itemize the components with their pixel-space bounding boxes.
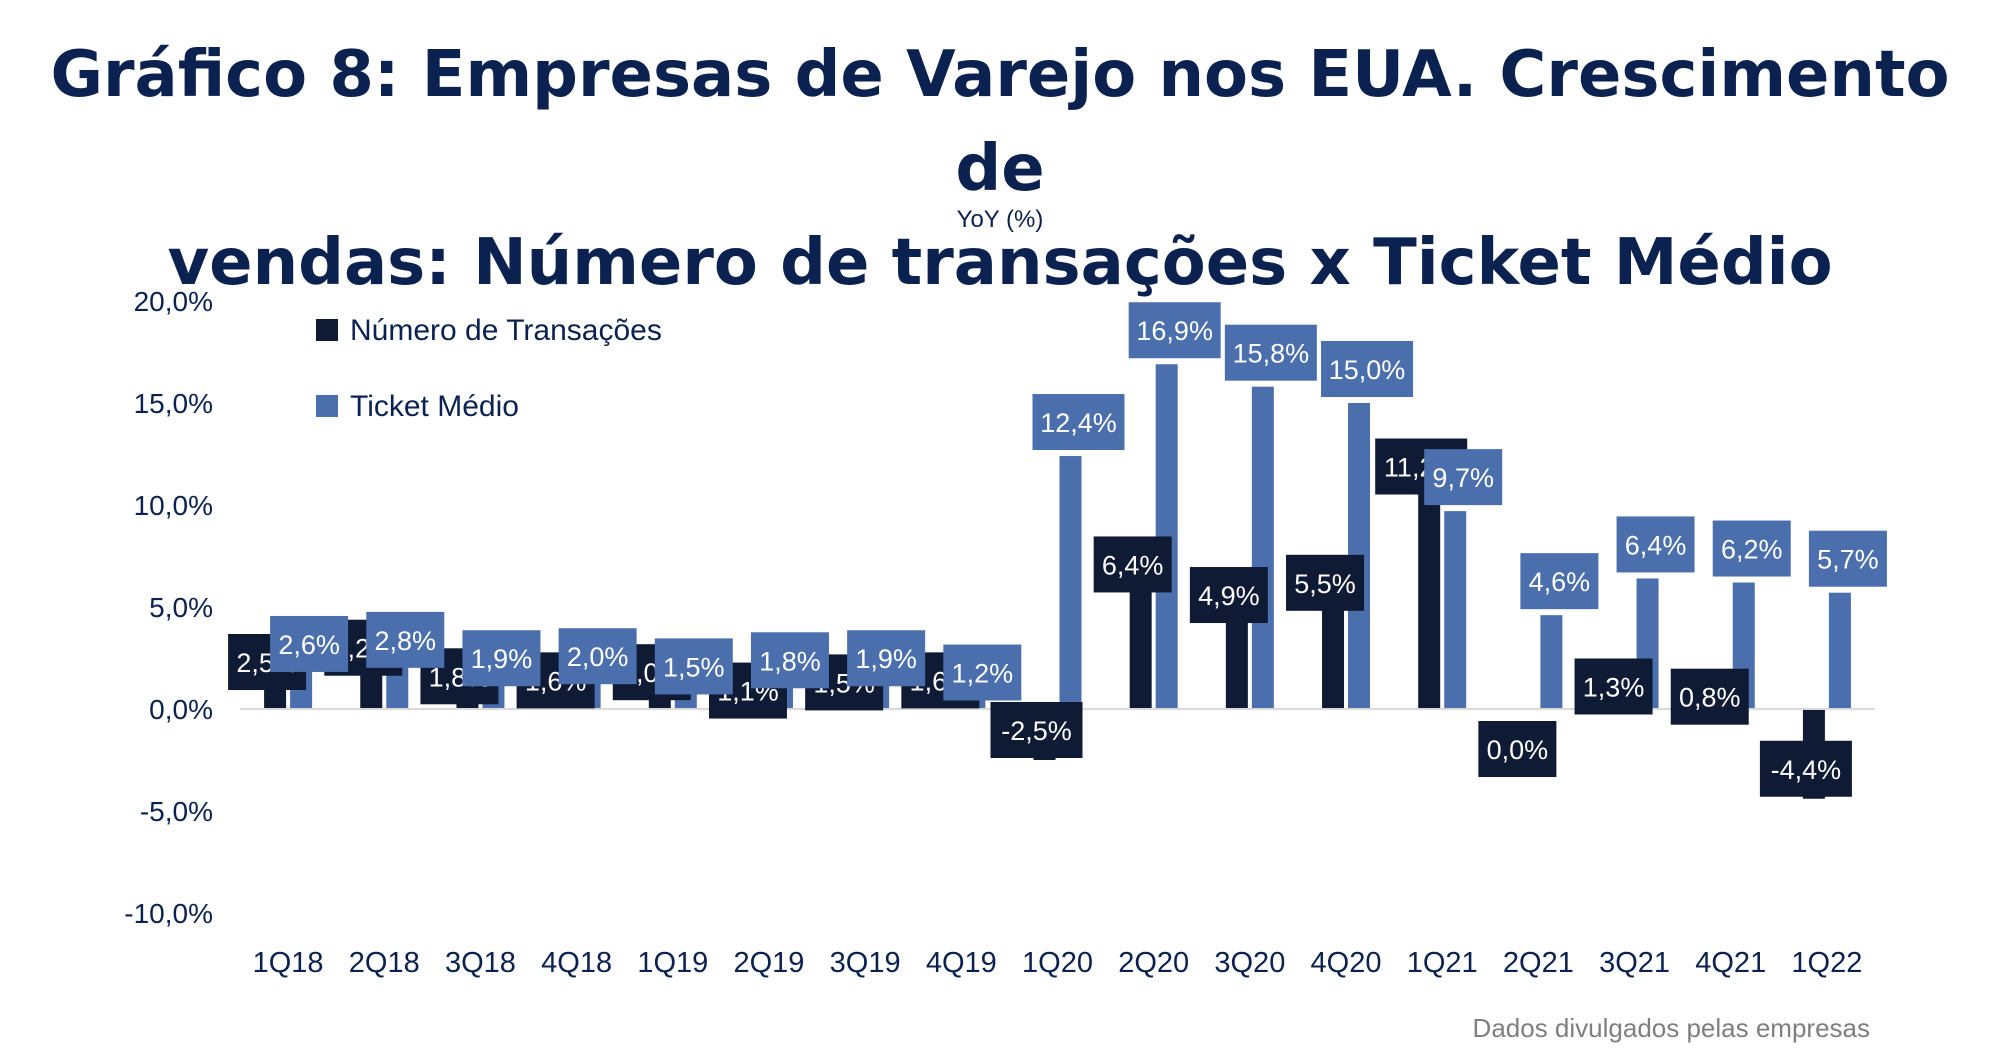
data-label: 5,5% [1294,569,1356,599]
data-label-box [990,702,1083,758]
x-tick-label: 2Q20 [1118,947,1189,979]
x-tick-label: 1Q22 [1791,947,1862,979]
data-label: 6,4% [1625,530,1687,560]
data-label: 9,7% [1432,463,1494,493]
data-label: 4,6% [1529,567,1591,597]
chart-title: Gráfico 8: Empresas de Varejo nos EUA. C… [0,28,2000,310]
data-label-box [558,628,637,685]
data-label: -2,5% [1001,716,1072,746]
x-tick-label: 3Q18 [445,947,516,979]
data-label: 2,0% [567,642,629,672]
x-tick-label: 1Q21 [1407,947,1478,979]
y-tick-label: 0,0% [149,694,213,725]
data-label: 6,2% [1721,535,1783,565]
data-label-box [1574,658,1653,715]
bar-ticket [1828,592,1851,709]
x-tick-label: 4Q19 [926,947,997,979]
data-label: 15,8% [1233,339,1310,369]
data-label-box [1128,302,1221,359]
x-tick-label: 3Q20 [1214,947,1285,979]
data-label-box [1321,341,1414,397]
x-tick-label: 3Q21 [1599,947,1670,979]
data-label-box [1712,520,1791,577]
data-label: 5,7% [1817,545,1879,575]
x-tick-label: 4Q21 [1695,947,1766,979]
bar-transacoes [1418,480,1441,709]
bar-transacoes [1129,578,1152,709]
data-label: 2,8% [374,626,436,656]
x-tick-label: 1Q18 [253,947,324,979]
data-label-box [1189,567,1268,624]
y-tick-label: 5,0% [149,592,213,623]
data-label: 2,6% [278,630,340,660]
x-tick-label: 1Q20 [1022,947,1093,979]
legend-label: Número de Transações [350,314,662,347]
chart-title-line-2: vendas: Número de transações x Ticket Mé… [167,226,1833,300]
y-tick-label: 10,0% [134,490,213,521]
y-tick-label: -10,0% [124,898,213,929]
legend: Número de Transações Ticket Médio [316,314,662,423]
data-label-box [1670,668,1749,725]
chart-subtitle: YoY (%) [956,206,1044,233]
x-tick-label: 3Q19 [830,947,901,979]
data-label-box [462,630,541,687]
x-axis: 1Q18 2Q18 3Q18 4Q18 1Q19 2Q19 3Q19 4Q19 1Q20 2Q20… [253,947,1863,979]
data-label-box [654,638,733,695]
data-label: 0,8% [1679,683,1741,713]
x-tick-label: 4Q18 [541,947,612,979]
data-label: 0,0% [1487,735,1549,765]
bar-ticket [1059,456,1082,709]
chart-title-line-1: Gráfico 8: Empresas de Varejo nos EUA. C… [50,38,1950,206]
x-tick-label: 2Q18 [349,947,420,979]
bar-transacoes [1322,596,1345,709]
data-label: 12,4% [1040,408,1117,438]
data-label-box [1224,324,1317,381]
data-label-box [1032,394,1125,451]
data-label-box [1808,530,1887,587]
data-label-box [1286,554,1365,611]
y-tick-label: -5,0% [140,796,213,827]
x-tick-label: 2Q21 [1503,947,1574,979]
x-tick-label: 1Q19 [637,947,708,979]
data-label-box [1424,449,1503,506]
y-tick-label: 15,0% [134,388,213,419]
data-label: 1,2% [952,659,1014,689]
x-tick-label: 2Q19 [733,947,804,979]
source-note: Dados divulgados pelas empresas [1472,1013,1870,1043]
legend-swatch [316,319,338,341]
data-label-box [750,632,829,689]
data-label-box [847,630,926,687]
data-label-box [270,615,349,672]
bar-ticket [1540,615,1563,709]
data-label: 4,9% [1198,581,1260,611]
data-label-box [1759,740,1852,797]
bar-ticket [1251,386,1274,709]
data-label: 1,9% [471,644,533,674]
data-label-box [1478,721,1557,777]
data-label: -4,4% [1771,755,1842,785]
data-labels: 2,5% 3,2%1,8% 1,6% 2,0%1,1% 1,5% 1,6%-2,5%6,4… [228,302,1887,797]
data-label: 15,0% [1329,355,1406,385]
data-label-box [1616,516,1695,573]
y-tick-label: 20,0% [134,286,213,317]
legend-swatch [316,395,338,417]
data-label: 1,5% [663,652,725,682]
data-label-box [366,611,445,668]
data-label: 1,8% [759,646,821,676]
data-label-box [1093,536,1172,593]
legend-label: Ticket Médio [350,390,519,423]
data-label: 1,3% [1583,672,1645,702]
data-label-box [1520,553,1599,610]
data-label: 1,9% [855,644,917,674]
bar-ticket [1444,511,1467,709]
bar-transacoes [1225,609,1248,709]
x-tick-label: 4Q20 [1311,947,1382,979]
data-label-box [943,644,1022,701]
y-axis: 20,0% 15,0% 10,0% 5,0% 0,0% -5,0% -10,0% [124,286,213,929]
data-label: 6,4% [1102,550,1164,580]
data-label: 16,9% [1136,316,1213,346]
